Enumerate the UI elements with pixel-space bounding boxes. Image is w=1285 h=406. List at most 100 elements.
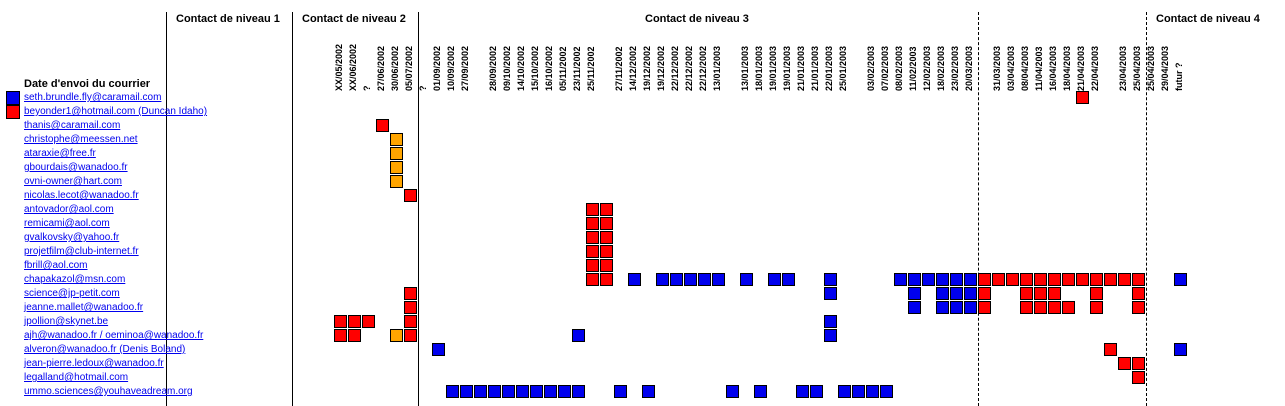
- contact-cell-red: [1062, 301, 1075, 314]
- contact-cell-blue: [488, 385, 501, 398]
- date-label: 31/03/2003: [992, 45, 1002, 91]
- contact-cell-red: [1020, 287, 1033, 300]
- contact-cell-red: [978, 301, 991, 314]
- date-label: XX/05/2002: [334, 43, 344, 91]
- contact-cell-red: [334, 315, 347, 328]
- contact-cell-blue: [572, 329, 585, 342]
- contact-cell-blue: [894, 273, 907, 286]
- contact-cell-blue: [656, 273, 669, 286]
- date-label: 13/01/2003: [740, 45, 750, 91]
- contact-cell-red: [1020, 301, 1033, 314]
- contact-cell-red: [1118, 357, 1131, 370]
- email-link[interactable]: seth.brundle.fly@caramail.com: [24, 92, 162, 103]
- date-label: 12/02/2003: [922, 45, 932, 91]
- email-link[interactable]: thanis@caramail.com: [24, 120, 121, 131]
- date-label: 05/11/2002: [558, 46, 568, 91]
- divider-dashed-march: [978, 12, 979, 406]
- contact-cell-blue: [824, 287, 837, 300]
- contact-cell-red: [586, 217, 599, 230]
- contact-cell-red: [1076, 91, 1089, 104]
- contact-cell-red: [586, 259, 599, 272]
- email-link[interactable]: alveron@wanadoo.fr (Denis Boland): [24, 344, 186, 355]
- contact-cell-red: [1034, 273, 1047, 286]
- email-link[interactable]: gvalkovsky@yahoo.fr: [24, 232, 120, 243]
- contact-cell-blue: [754, 385, 767, 398]
- date-label: 20/03/2003: [964, 45, 974, 91]
- contact-cell-red: [404, 315, 417, 328]
- contact-cell-blue: [628, 273, 641, 286]
- contact-cell-red: [404, 287, 417, 300]
- contact-cell-orange: [390, 175, 403, 188]
- email-link[interactable]: projetfilm@club-internet.fr: [24, 246, 139, 257]
- date-label: 08/04/2003: [1020, 45, 1030, 91]
- date-label: 25/04/2003: [1146, 45, 1156, 91]
- date-label: 27/06/2002: [376, 45, 386, 91]
- date-label: 22/12/2002: [670, 45, 680, 91]
- contact-cell-red: [1006, 273, 1019, 286]
- email-link[interactable]: ovni-owner@hart.com: [24, 176, 122, 187]
- contact-cell-blue: [922, 273, 935, 286]
- contact-cell-red: [1090, 301, 1103, 314]
- email-link[interactable]: jpollion@skynet.be: [24, 316, 109, 327]
- contact-cell-blue: [1174, 273, 1187, 286]
- contact-cell-red: [1132, 287, 1145, 300]
- contact-cell-blue: [698, 273, 711, 286]
- contact-cell-blue: [796, 385, 809, 398]
- email-link[interactable]: ummo.sciences@youhaveadream.org: [24, 386, 193, 397]
- email-link[interactable]: gbourdais@wanadoo.fr: [24, 162, 128, 173]
- date-label: 07/02/2003: [880, 45, 890, 91]
- contact-cell-blue: [936, 287, 949, 300]
- date-label: 11/04/2003: [1034, 46, 1044, 91]
- email-link[interactable]: jean-pierre.ledoux@wanadoo.fr: [24, 358, 164, 369]
- email-link[interactable]: chapakazol@msn.com: [24, 274, 126, 285]
- contact-cell-red: [1132, 273, 1145, 286]
- email-link[interactable]: ajh@wanadoo.fr / oeminoa@wanadoo.fr: [24, 330, 204, 341]
- contact-cell-red: [362, 315, 375, 328]
- date-label: 29/04/2003: [1160, 45, 1170, 91]
- contact-cell-blue: [544, 385, 557, 398]
- date-label: 18/01/2003: [754, 45, 764, 91]
- email-link[interactable]: ataraxie@free.fr: [24, 148, 96, 159]
- contact-cell-blue: [950, 301, 963, 314]
- date-label: ?: [362, 85, 372, 92]
- contact-cell-red: [1132, 357, 1145, 370]
- contact-cell-red: [1034, 301, 1047, 314]
- date-label: 01/09/2002: [432, 45, 442, 91]
- email-link[interactable]: christophe@meessen.net: [24, 134, 138, 145]
- date-label: 11/02/2003: [908, 46, 918, 91]
- contact-cell-blue: [684, 273, 697, 286]
- contact-cell-blue: [768, 273, 781, 286]
- contact-cell-red: [1076, 273, 1089, 286]
- contact-cell-red: [334, 329, 347, 342]
- date-label: 30/06/2002: [390, 45, 400, 91]
- contact-cell-red: [978, 287, 991, 300]
- contact-cell-blue: [712, 273, 725, 286]
- contact-cell-blue: [432, 343, 445, 356]
- contact-cell-blue: [880, 385, 893, 398]
- email-link[interactable]: remicami@aol.com: [24, 218, 110, 229]
- contact-cell-blue: [824, 329, 837, 342]
- date-label: 25/01/2003: [838, 45, 848, 91]
- contact-cell-blue: [824, 315, 837, 328]
- date-label: 23/11/2002: [572, 46, 582, 91]
- email-link[interactable]: legalland@hotmail.com: [24, 372, 129, 383]
- contact-cell-red: [1048, 287, 1061, 300]
- email-link[interactable]: fbrill@aol.com: [24, 260, 88, 271]
- email-link[interactable]: science@jp-petit.com: [24, 288, 120, 299]
- email-link[interactable]: beyonder1@hotmail.com (Duncan Idaho): [24, 106, 208, 117]
- contact-cell-red: [978, 273, 991, 286]
- date-label: 18/02/2003: [936, 45, 946, 91]
- email-link[interactable]: jeanne.mallet@wanadoo.fr: [24, 302, 144, 313]
- email-link[interactable]: antovador@aol.com: [24, 204, 114, 215]
- date-label: 22/01/2003: [824, 45, 834, 91]
- contact-cell-red: [1020, 273, 1033, 286]
- contact-cell-blue: [950, 273, 963, 286]
- date-label: 22/12/2002: [684, 45, 694, 91]
- email-link[interactable]: nicolas.lecot@wanadoo.fr: [24, 190, 139, 201]
- contact-cell-orange: [390, 133, 403, 146]
- date-label: 22/12/2002: [698, 45, 708, 91]
- divider-level-3: [418, 12, 419, 406]
- date-label: 03/02/2003: [866, 45, 876, 91]
- date-label: 18/04/2003: [1062, 45, 1072, 91]
- date-label: 03/04/2003: [1006, 45, 1016, 91]
